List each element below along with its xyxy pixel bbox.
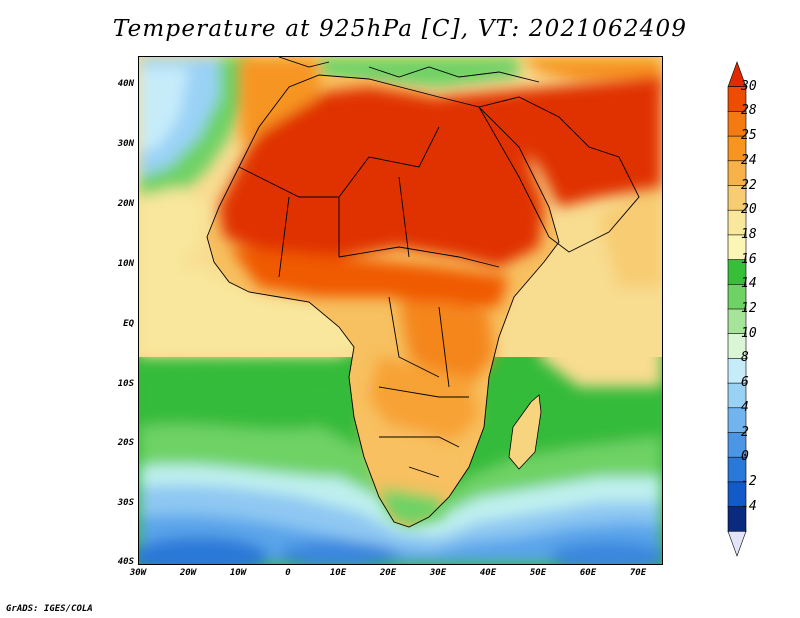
credit-text: GrADS: IGES/COLA [6,604,93,614]
colorbar-label: -2 [741,473,757,489]
colorbar-label: 22 [741,177,757,193]
colorbar [727,61,747,557]
lon-label-40e: 40E [479,568,497,578]
lon-label-10e: 10E [329,568,347,578]
lat-label-40s: 40S [117,557,134,567]
colorbar-label: 18 [741,226,757,242]
lat-label-eq: EQ [123,319,134,329]
lat-label-30n: 30N [117,139,134,149]
colorbar-label: 0 [741,449,749,465]
colorbar-label: 14 [741,276,757,292]
temperature-map [138,56,663,565]
colorbar-label: 10 [741,325,757,341]
colorbar-label: 4 [741,399,749,415]
colorbar-label: 30 [741,78,757,94]
map-title: Temperature at 925hPa [C], VT: 202106240… [112,16,688,42]
lon-label-20w: 20W [179,568,197,578]
lon-label-70e: 70E [629,568,647,578]
lon-label-30w: 30W [129,568,147,578]
colorbar-label: 8 [741,350,749,366]
map-field [139,57,662,564]
lon-label-50e: 50E [529,568,547,578]
colorbar-label: 6 [741,375,749,391]
colorbar-label: 2 [741,424,749,440]
lat-label-20n: 20N [117,199,134,209]
lat-label-10s: 10S [117,379,134,389]
lat-label-10n: 10N [117,259,134,269]
lat-label-40n: 40N [117,79,134,89]
colorbar-swatch [727,530,747,557]
lon-label-10w: 10W [229,568,247,578]
colorbar-label: 16 [741,251,757,267]
lon-label-60e: 60E [579,568,597,578]
madagascar [508,394,542,470]
colorbar-label: 25 [741,128,757,144]
lon-label-0: 0 [285,568,291,578]
lon-label-20e: 20E [379,568,397,578]
colorbar-label: -4 [741,498,757,514]
lat-label-20s: 20S [117,438,134,448]
colorbar-label: 24 [741,152,757,168]
lat-label-30s: 30S [117,498,134,508]
coastlines [206,57,640,528]
colorbar-label: 20 [741,202,757,218]
lon-label-30e: 30E [429,568,447,578]
colorbar-label: 12 [741,301,757,316]
colorbar-label: 28 [741,103,757,119]
